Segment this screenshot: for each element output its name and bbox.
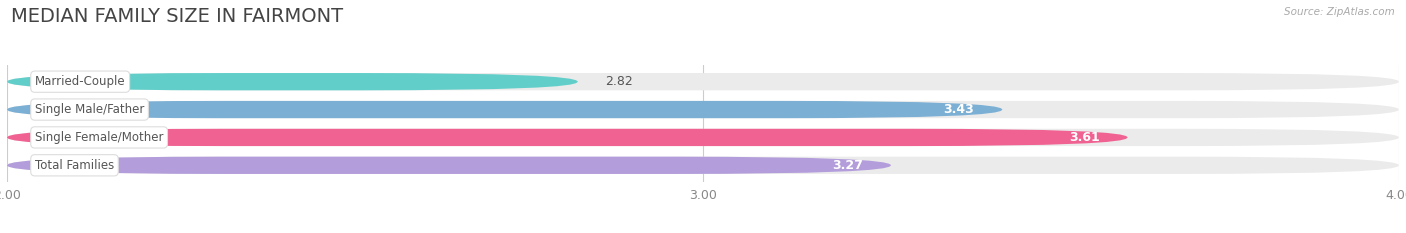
Text: 3.43: 3.43 (943, 103, 974, 116)
Text: 3.61: 3.61 (1069, 131, 1099, 144)
Text: Source: ZipAtlas.com: Source: ZipAtlas.com (1284, 7, 1395, 17)
FancyBboxPatch shape (7, 73, 578, 90)
FancyBboxPatch shape (7, 73, 1399, 90)
Text: 2.82: 2.82 (606, 75, 633, 88)
FancyBboxPatch shape (7, 129, 1399, 146)
Text: Single Male/Father: Single Male/Father (35, 103, 145, 116)
FancyBboxPatch shape (7, 101, 1399, 118)
FancyBboxPatch shape (7, 157, 891, 174)
FancyBboxPatch shape (7, 101, 1002, 118)
Text: Married-Couple: Married-Couple (35, 75, 125, 88)
Text: MEDIAN FAMILY SIZE IN FAIRMONT: MEDIAN FAMILY SIZE IN FAIRMONT (11, 7, 343, 26)
Text: Single Female/Mother: Single Female/Mother (35, 131, 163, 144)
FancyBboxPatch shape (7, 157, 1399, 174)
Text: Total Families: Total Families (35, 159, 114, 172)
Text: 3.27: 3.27 (832, 159, 863, 172)
FancyBboxPatch shape (7, 129, 1128, 146)
